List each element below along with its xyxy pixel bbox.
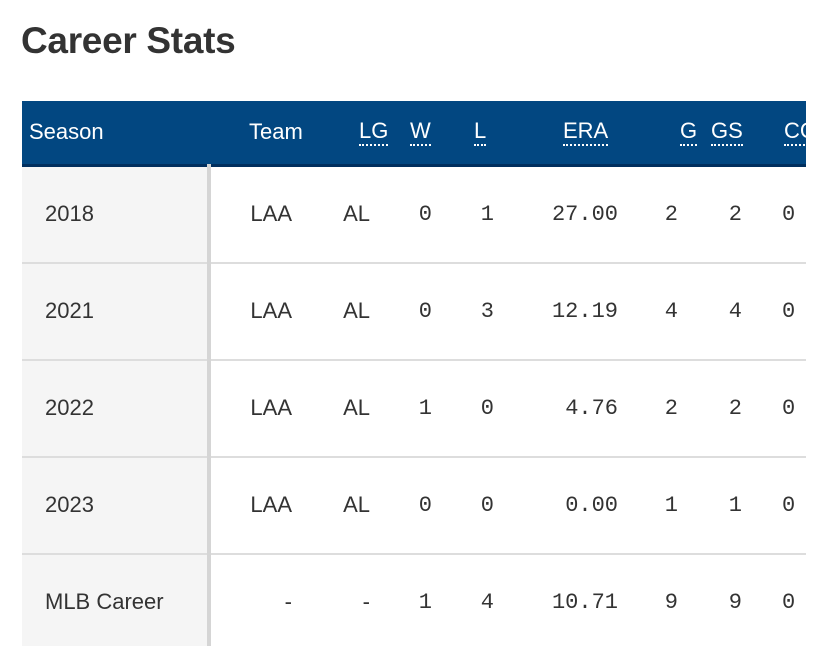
cell-lg: AL	[312, 359, 390, 458]
cell-season: 2021	[22, 262, 211, 361]
cell-w: 0	[390, 165, 452, 264]
cell-gs: 4	[698, 262, 762, 361]
cell-team: LAA	[209, 456, 312, 555]
col-gs[interactable]: GS	[711, 118, 743, 147]
cell-g: 2	[638, 359, 698, 458]
cell-w: 0	[390, 262, 452, 361]
cell-era: 4.76	[514, 359, 638, 458]
col-season[interactable]: Season	[29, 119, 104, 145]
col-l[interactable]: L	[474, 118, 487, 147]
cell-gs: 1	[698, 456, 762, 555]
page-title: Career Stats	[21, 20, 236, 61]
col-lg[interactable]: LG	[359, 118, 389, 147]
cell-g: 1	[638, 456, 698, 555]
table-row: 2023 LAA AL 0 0 0.00 1 1 0	[22, 456, 806, 555]
cell-team: LAA	[209, 262, 312, 361]
cell-cg: 0	[762, 165, 806, 264]
cell-lg: -	[312, 553, 390, 646]
career-stats-table[interactable]: Season Team LG W L ERA G GS CG 2018LAAAL…	[22, 101, 806, 646]
table-row: 2022 LAA AL 1 0 4.76 2 2 0	[22, 359, 806, 458]
cell-season: 2022	[22, 359, 211, 458]
cell-era: 12.19	[514, 262, 638, 361]
col-era[interactable]: ERA	[563, 118, 609, 147]
header-row: Season Team LG W L ERA G GS CG	[22, 101, 806, 165]
cell-cg: 0	[762, 262, 806, 361]
cell-gs: 2	[698, 165, 762, 264]
col-cg[interactable]: CG	[784, 118, 806, 147]
cell-w: 0	[390, 456, 452, 555]
cell-l: 1	[452, 165, 514, 264]
cell-team: -	[209, 553, 312, 646]
cell-l: 0	[452, 456, 514, 555]
cell-g: 9	[638, 553, 698, 646]
cell-l: 0	[452, 359, 514, 458]
cell-cg: 0	[762, 456, 806, 555]
cell-g: 4	[638, 262, 698, 361]
cell-l: 3	[452, 262, 514, 361]
cell-season: 2018	[22, 165, 211, 264]
table-row: 2018 LAA AL 0 1 27.00 2 2 0	[22, 165, 806, 264]
cell-cg: 0	[762, 359, 806, 458]
cell-era: 0.00	[514, 456, 638, 555]
cell-w: 1	[390, 553, 452, 646]
cell-w: 1	[390, 359, 452, 458]
cell-team: LAA	[209, 165, 312, 264]
col-team[interactable]: Team	[249, 119, 303, 145]
cell-lg: AL	[312, 262, 390, 361]
cell-season: 2023	[22, 456, 211, 555]
col-g[interactable]: G	[680, 118, 698, 147]
table-row: MLB Career - -1 4 10.71 9 9 0	[22, 553, 806, 646]
table-row: 2021 LAA AL 0 3 12.19 4 4 0	[22, 262, 806, 361]
col-w[interactable]: W	[410, 118, 431, 147]
cell-lg: AL	[312, 165, 390, 264]
cell-season: MLB Career	[22, 553, 211, 646]
cell-cg: 0	[762, 553, 806, 646]
cell-lg: AL	[312, 456, 390, 555]
cell-gs: 9	[698, 553, 762, 646]
cell-era: 27.00	[514, 165, 638, 264]
cell-g: 2	[638, 165, 698, 264]
cell-era: 10.71	[514, 553, 638, 646]
cell-team: LAA	[209, 359, 312, 458]
cell-l: 4	[452, 553, 514, 646]
cell-gs: 2	[698, 359, 762, 458]
